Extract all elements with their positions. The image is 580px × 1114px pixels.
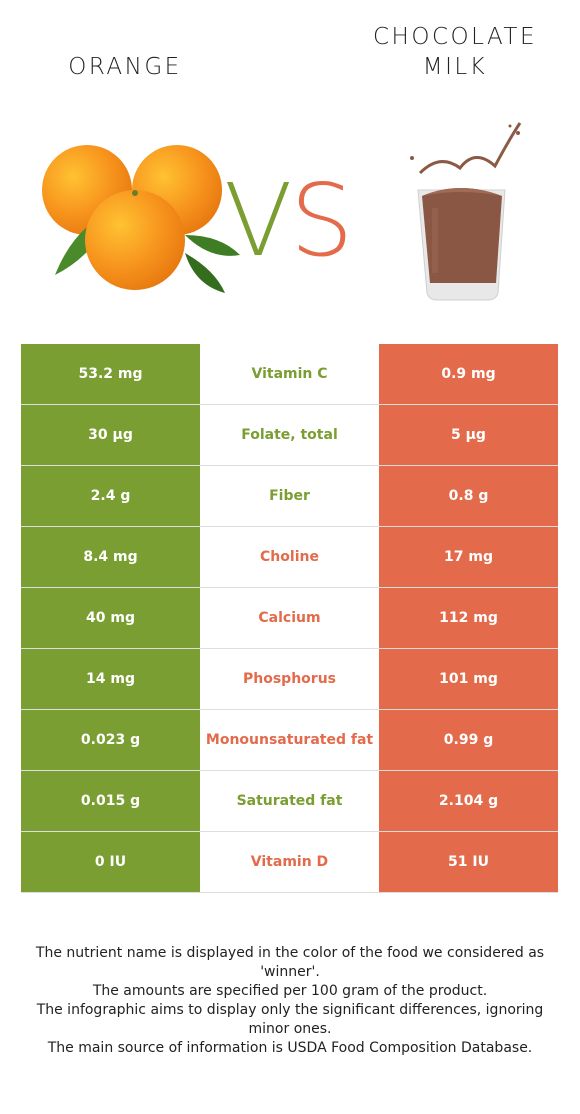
left-value: 8.4 mg (21, 527, 200, 587)
nutrient-name: Folate, total (200, 405, 379, 465)
table-row: 30 µg Folate, total 5 µg (21, 405, 558, 466)
nutrient-name: Fiber (200, 466, 379, 526)
table-row: 53.2 mg Vitamin C 0.9 mg (21, 344, 558, 405)
left-value: 0.015 g (21, 771, 200, 831)
table-row: 8.4 mg Choline 17 mg (21, 527, 558, 588)
nutrient-name: Monounsaturated fat (200, 710, 379, 770)
left-value: 0 IU (21, 832, 200, 892)
comparison-table: 53.2 mg Vitamin C 0.9 mg 30 µg Folate, total… (21, 344, 558, 893)
left-value: 14 mg (21, 649, 200, 709)
footnote-line: The nutrient name is displayed in the co… (35, 945, 545, 980)
footnote-line: The main source of information is USDA F… (47, 1040, 533, 1056)
right-food-title: CHOCOLATE MILK (373, 24, 537, 80)
right-value: 112 mg (379, 588, 558, 648)
chocolate-milk-glass-image (410, 122, 522, 301)
left-value: 0.023 g (21, 710, 200, 770)
left-value: 30 µg (21, 405, 200, 465)
right-value: 51 IU (379, 832, 558, 892)
svg-text:S: S (290, 162, 352, 270)
table-row: 14 mg Phosphorus 101 mg (21, 649, 558, 710)
orange-fruit-image (42, 145, 240, 293)
svg-text:V: V (224, 162, 292, 270)
footnote-line: The amounts are specified per 100 gram o… (92, 983, 488, 999)
footnote-line: The infographic aims to display only the… (36, 1002, 544, 1037)
table-row: 0.015 g Saturated fat 2.104 g (21, 771, 558, 832)
right-value: 101 mg (379, 649, 558, 709)
nutrient-name: Vitamin D (200, 832, 379, 892)
table-row: 0 IU Vitamin D 51 IU (21, 832, 558, 893)
nutrient-name: Saturated fat (200, 771, 379, 831)
left-value: 2.4 g (21, 466, 200, 526)
nutrient-name: Vitamin C (200, 344, 379, 404)
right-value: 5 µg (379, 405, 558, 465)
right-value: 0.9 mg (379, 344, 558, 404)
vs-label: V S (224, 162, 352, 270)
left-value: 53.2 mg (21, 344, 200, 404)
table-row: 2.4 g Fiber 0.8 g (21, 466, 558, 527)
footnote: The nutrient name is displayed in the co… (18, 944, 562, 1058)
left-value: 40 mg (21, 588, 200, 648)
nutrient-name: Calcium (200, 588, 379, 648)
table-row: 40 mg Calcium 112 mg (21, 588, 558, 649)
table-row: 0.023 g Monounsaturated fat 0.99 g (21, 710, 558, 771)
left-food-title: ORANGE (68, 54, 182, 80)
right-value: 0.99 g (379, 710, 558, 770)
nutrient-name: Phosphorus (200, 649, 379, 709)
right-value: 0.8 g (379, 466, 558, 526)
right-value: 17 mg (379, 527, 558, 587)
right-value: 2.104 g (379, 771, 558, 831)
nutrient-name: Choline (200, 527, 379, 587)
